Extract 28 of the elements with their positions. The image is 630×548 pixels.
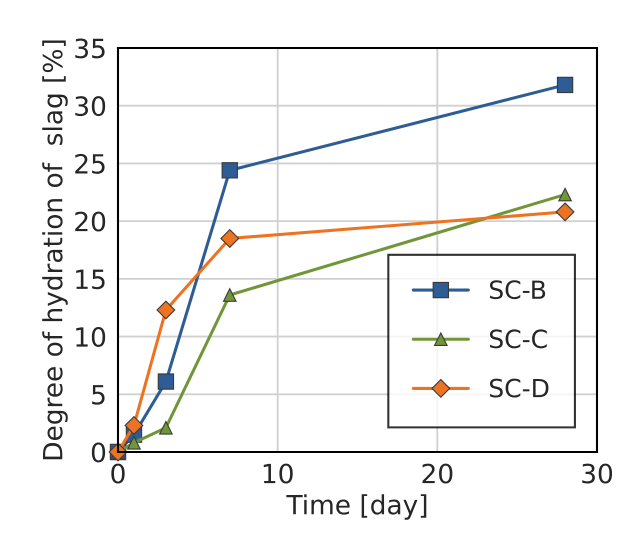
point	[556, 76, 574, 94]
y-tick-label: 5	[92, 385, 105, 405]
y-tick-label: 30	[75, 96, 106, 116]
point	[556, 202, 574, 222]
y-tick-label: 35	[75, 38, 105, 58]
y-tick-label: 0	[92, 442, 106, 462]
x-axis-title: Time [day]	[286, 494, 426, 520]
y-tick-label: 10	[76, 327, 106, 347]
point	[158, 373, 174, 390]
y-tick-label: 20	[75, 212, 106, 232]
y-tick-label: 25	[75, 154, 105, 174]
x-tick-label: 20	[422, 464, 452, 484]
point	[156, 300, 176, 320]
x-tick-label: 0	[111, 464, 125, 484]
point	[222, 162, 238, 179]
x-tick-label: 30	[582, 464, 612, 484]
point	[222, 288, 237, 302]
y-axis-title: Degree of hydration of slag [%]	[42, 40, 68, 460]
y-tick-label: 15	[76, 270, 105, 290]
legend-label: SC-C	[490, 329, 547, 348]
point	[159, 420, 173, 435]
point	[124, 416, 144, 435]
point	[220, 229, 240, 248]
legend-label: SC-B	[490, 280, 546, 300]
point	[127, 436, 141, 450]
x-tick-label: 10	[264, 464, 293, 484]
point	[558, 188, 572, 202]
legend-label: SC-D	[490, 378, 548, 398]
